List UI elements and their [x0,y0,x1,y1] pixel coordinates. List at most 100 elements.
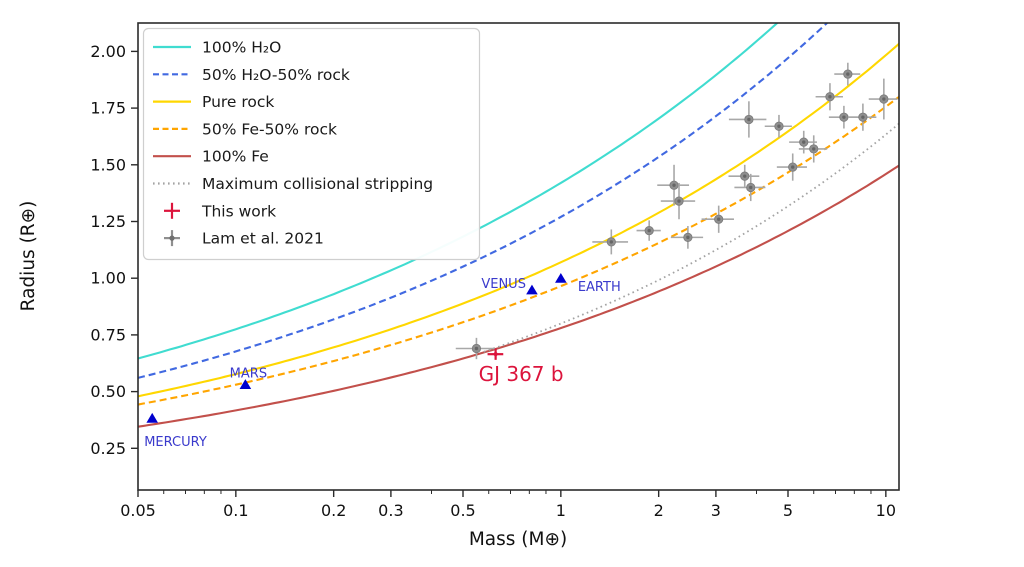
gray-data-point [848,103,877,131]
legend-item-2: Pure rock [153,93,274,111]
legend-item-1: 50% H₂O-50% rock [153,66,350,84]
legend-label: 100% Fe [202,148,269,166]
planet-venus: VENUS [481,277,538,295]
point-core [743,174,747,178]
legend-label: Maximum collisional stripping [202,175,433,193]
gray-data-point [776,153,807,181]
gray-data-point [764,114,792,138]
data-points-layer [455,62,898,360]
gray-data-point [701,205,734,233]
legend-item-4: 100% Fe [153,148,269,166]
legend-item-0: 100% H₂O [153,39,281,57]
point-core [749,185,753,190]
y-tick-label: 0.25 [90,439,126,458]
x-tick-label: 2 [654,501,664,520]
legend-label: Lam et al. 2021 [202,230,324,248]
planet-label: MARS [230,366,267,381]
x-tick-label: 5 [783,501,793,520]
curve-100-fe [138,164,899,428]
point-core [672,183,676,187]
y-tick-label: 1.50 [90,155,126,174]
point-core [842,115,846,119]
y-tick-label: 2.00 [90,42,126,61]
curve-pure-rock [138,42,899,398]
legend-label: 50% H₂O-50% rock [202,66,350,84]
point-core [686,235,690,240]
point-marker [493,352,498,357]
axes-layer: 0.05 0.1 0.2 0.3 0.5 1 2 3 5 10 0.25 0.50 0.75 1.00 1.… [90,22,900,520]
point-core [846,72,850,76]
gray-data-point [728,101,767,138]
point-core [882,97,886,101]
legend-item-5: Maximum collisional stripping [153,175,433,193]
y-tick-label: 0.75 [90,325,126,344]
x-tick-label: 10 [876,501,896,520]
gray-data-point [734,173,766,202]
legend-item-6: This work [164,202,276,220]
curve-maximum-collisional-stripping [483,122,899,353]
point-core [677,199,681,203]
point-core [791,165,795,169]
gray-data-point [798,135,828,163]
planet-triangle-icon [526,284,538,295]
x-axis-label: Mass (M⊕) [469,529,567,550]
gray-data-point [455,337,495,360]
point-core [474,346,479,351]
y-tick-label: 1.00 [90,269,126,288]
legend-dot-swatch [169,235,175,241]
legend-box [142,27,481,261]
planet-earth: EARTH [555,273,621,295]
planet-label: EARTH [578,280,621,295]
y-tick-label: 1.25 [90,212,126,231]
x-tick-label: 0.5 [450,501,475,520]
x-tick-label: 3 [711,501,721,520]
plot-border [137,22,900,491]
gray-data-point [636,220,661,241]
legend-label: 50% Fe-50% rock [202,120,337,138]
point-core [861,115,865,119]
planet-mars: MARS [230,366,267,389]
planet-label: MERCURY [144,435,207,450]
planet-triangle-icon [146,412,159,423]
x-tick-label: 0.05 [120,501,156,520]
legend-item-7: Lam et al. 2021 [164,230,324,248]
planet-label: VENUS [481,277,526,292]
point-core [716,217,721,221]
gray-data-point [815,83,843,111]
solar-system-planets-layer: MERCURY MARS VENUS EARTH [144,273,621,450]
composition-curves-layer [138,23,899,428]
curve-100-h-o [138,23,779,360]
point-core [802,140,806,144]
point-core [828,95,832,99]
gray-data-point [592,229,629,255]
point-core [647,228,651,233]
gray-data-point [728,164,760,188]
point-core [609,240,614,244]
y-axis-label: Radius (R⊕) [18,201,39,312]
legend-label: 100% H₂O [202,39,281,57]
gj367b-annotation: GJ 367 b [479,362,564,386]
x-tick-label: 0.1 [223,501,248,520]
planet-mercury: MERCURY [144,412,207,450]
curve-50-fe-50-rock [138,95,899,406]
planet-triangle-icon [239,379,252,389]
x-tick-label: 0.2 [321,501,346,520]
x-tick-label: 0.3 [378,501,403,520]
point-core [777,124,781,128]
gray-data-point [868,78,898,120]
legend-label: This work [201,202,276,220]
legend-label: Pure rock [202,93,274,111]
this-work-point [487,348,504,360]
planet-triangle-icon [555,273,567,283]
gray-data-point [834,62,861,86]
gray-data-point [670,226,704,249]
point-core [747,117,751,122]
gray-data-point [660,182,696,220]
legend: 100% H₂O 50% H₂O-50% rock Pure rock 50% Fe-… [142,27,481,261]
gray-data-point [657,164,690,206]
point-core [812,147,816,151]
y-tick-label: 1.75 [90,99,126,118]
x-tick-label: 1 [556,501,566,520]
